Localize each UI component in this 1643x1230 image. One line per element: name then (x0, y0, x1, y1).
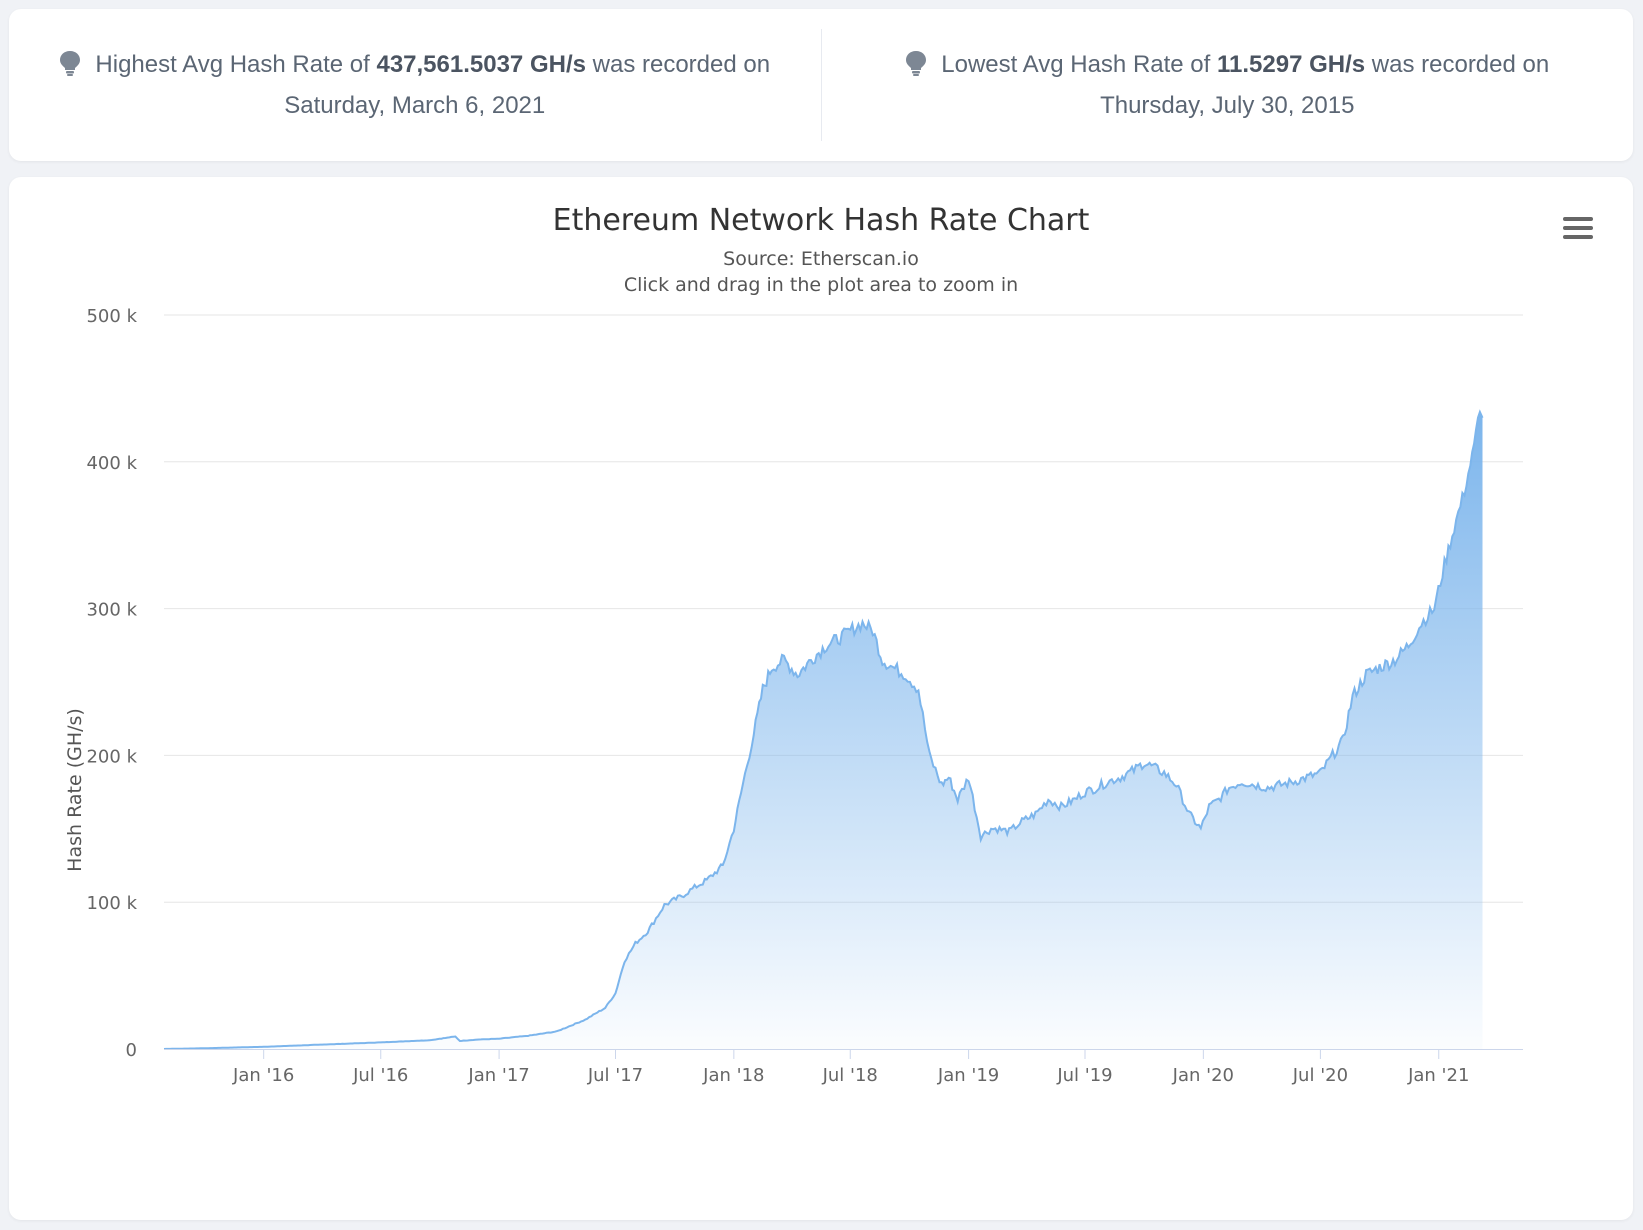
hash-rate-chart[interactable]: Ethereum Network Hash Rate Chart Source:… (9, 177, 1633, 1220)
hash-rate-line (163, 409, 1484, 1050)
lightbulb-icon (60, 51, 81, 76)
hamburger-menu-icon[interactable] (1563, 215, 1593, 243)
x-axis-ticks: Jan '16 Jul '16 Jan '17 Jul '17 Jan '18 Jul '… (232, 1049, 1469, 1086)
y-tick-label: 400 k (86, 453, 137, 474)
lowest-prefix: Lowest Avg Hash Rate of (941, 51, 1217, 78)
stats-divider (820, 29, 822, 141)
chart-subtitle: Source: Etherscan.io (723, 248, 919, 270)
chart-card: Ethereum Network Hash Rate Chart Source:… (9, 177, 1633, 1220)
stats-card: Highest Avg Hash Rate of 437,561.5037 GH… (9, 9, 1633, 161)
x-tick-label: Jul '16 (352, 1065, 408, 1086)
y-axis-label: Hash Rate (GH/s) (64, 708, 86, 872)
highest-hash-rate-text: Highest Avg Hash Rate of 437,561.5037 GH… (45, 44, 785, 126)
lowest-suffix: was recorded on Thursday, July 30, 2015 (1100, 51, 1550, 119)
y-tick-label: 300 k (86, 600, 137, 621)
x-tick-label: Jan '17 (467, 1065, 529, 1086)
lowest-value: 11.5297 GH/s (1216, 51, 1366, 78)
x-tick-label: Jan '19 (937, 1065, 999, 1086)
x-tick-label: Jan '16 (232, 1065, 294, 1086)
lightbulb-icon (906, 51, 927, 76)
x-tick-label: Jan '18 (702, 1065, 764, 1086)
x-tick-label: Jan '21 (1407, 1065, 1469, 1086)
highest-prefix: Highest Avg Hash Rate of (95, 51, 377, 78)
y-tick-label: 500 k (86, 306, 137, 327)
y-axis-ticks: 0 100 k 200 k 300 k 400 k 500 k (86, 306, 137, 1061)
chart-subtitle-zoom-hint: Click and drag in the plot area to zoom … (624, 274, 1018, 296)
x-tick-label: Jul '19 (1056, 1065, 1112, 1086)
y-tick-label: 100 k (86, 893, 137, 914)
lowest-hash-rate-text: Lowest Avg Hash Rate of 11.5297 GH/s was… (857, 44, 1597, 126)
x-tick-label: Jan '20 (1172, 1065, 1234, 1086)
y-tick-label: 0 (126, 1040, 137, 1061)
highest-hash-rate-stat: Highest Avg Hash Rate of 437,561.5037 GH… (9, 9, 821, 161)
chart-title: Ethereum Network Hash Rate Chart (553, 203, 1090, 238)
x-tick-label: Jul '20 (1292, 1065, 1348, 1086)
highest-suffix: was recorded on Saturday, March 6, 2021 (284, 51, 771, 119)
lowest-hash-rate-stat: Lowest Avg Hash Rate of 11.5297 GH/s was… (822, 9, 1634, 161)
y-tick-label: 200 k (86, 746, 137, 767)
x-tick-label: Jul '17 (587, 1065, 643, 1086)
hash-rate-area (164, 412, 1483, 1049)
highest-value: 437,561.5037 GH/s (376, 51, 586, 78)
x-tick-label: Jul '18 (822, 1065, 878, 1086)
